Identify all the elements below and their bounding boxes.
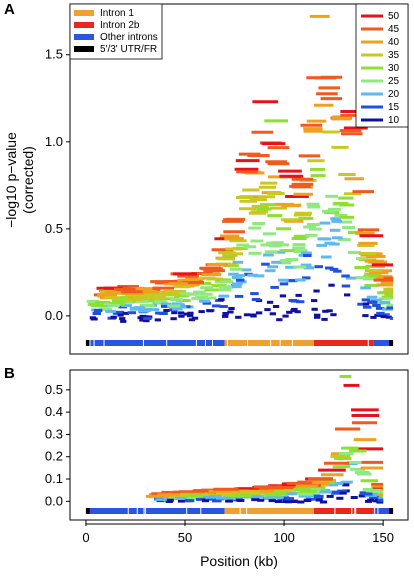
panel-b-frame [69,369,409,521]
legend-swatch-utr [74,46,94,52]
y-tick-label: 0.0 [45,493,63,508]
legend-label-20: 20 [388,89,400,100]
legend-swatch-intron1 [74,10,94,16]
y-tick-label: 0.2 [45,449,63,464]
y-tick-label: 0.4 [45,404,63,419]
panel-a-frame [69,3,409,355]
legend-swatch-other-introns [74,34,94,40]
y-tick-label: 0.0 [45,308,63,323]
panel-a-marks [85,14,394,346]
gene-region-segment [313,340,374,346]
panel-letter-a: A [4,1,15,18]
legend-label-35: 35 [388,50,400,61]
legend-label-45: 45 [388,24,400,35]
gene-region-segment [89,340,225,346]
panel-b: B 0.0 0.1 0.2 0.3 0.4 0.5 0 50 100 150 Position … [4,365,409,569]
gene-region-segment [85,508,90,514]
gene-region-segment [389,508,394,514]
y-tick-label: 1.0 [45,134,63,149]
panel-a: A 0.0 0.5 1.0 1.5 −log10 p−value (corrected… [3,1,409,355]
x-tick-label: 0 [82,530,89,545]
legend-label-intron1: Intron 1 [100,8,134,19]
x-tick-label: 150 [372,530,394,545]
legend-swatch-intron2b [74,22,94,28]
legend-label-50: 50 [388,11,400,22]
gene-region-segment [224,508,314,514]
x-tick-label: 100 [273,530,295,545]
legend-label-other-introns: Other introns [100,32,158,43]
window-legend: 50 45 40 35 30 25 20 15 10 [355,3,409,128]
panel-a-ylabel-line1: −log10 p−value [3,132,19,228]
y-tick-label: 0.3 [45,426,63,441]
y-tick-label: 1.5 [45,47,63,62]
gene-region-segment [85,340,90,346]
gene-region-segment [373,508,390,514]
y-tick-label: 0.1 [45,471,63,486]
panel-a-ylabel-line2: (corrected) [20,146,36,214]
panel-a-y-axis: 0.0 0.5 1.0 1.5 [45,47,70,323]
legend-label-30: 30 [388,63,400,74]
legend-label-10: 10 [388,115,400,126]
y-tick-label: 0.5 [45,382,63,397]
region-legend: Intron 1 Intron 2b Other introns 5'/3' U… [69,3,163,60]
gene-region-segment [224,340,314,346]
window-legend-box [355,3,409,128]
gene-region-segment [389,340,394,346]
x-tick-label: 50 [178,530,192,545]
panel-b-marks [85,375,394,514]
gene-region-segment [313,508,374,514]
x-axis-title: Position (kb) [200,553,278,569]
legend-label-utr: 5'/3' UTR/FR [100,44,157,55]
legend-label-intron2b: Intron 2b [100,20,140,31]
x-axis: 0 50 100 150 [82,520,394,545]
legend-label-25: 25 [388,76,400,87]
legend-label-40: 40 [388,37,400,48]
panel-letter-b: B [4,365,15,382]
y-tick-label: 0.5 [45,221,63,236]
panel-b-y-axis: 0.0 0.1 0.2 0.3 0.4 0.5 [45,382,70,508]
legend-label-15: 15 [388,102,400,113]
gene-region-segment [373,340,390,346]
gene-region-segment [89,508,225,514]
